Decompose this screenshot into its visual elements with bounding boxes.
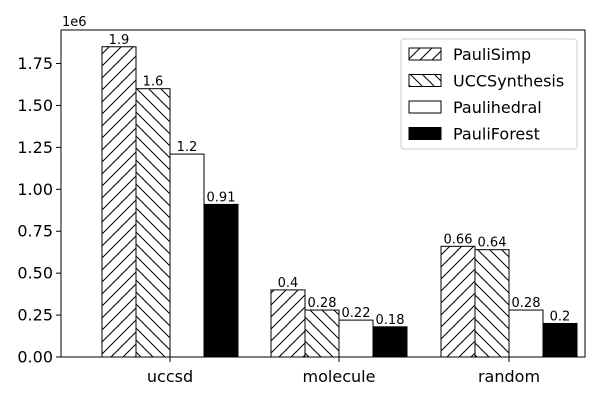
bar-uccsynthesis-molecule: [304, 309, 340, 358]
data-label-paulihedral-molecule: 0.22: [342, 306, 371, 321]
y-tick-label: 0.00: [17, 348, 53, 367]
legend-label-uccsynthesis: UCCSynthesis: [453, 72, 564, 91]
y-tick-label: 1.50: [17, 96, 53, 115]
data-labels-group: 1.9 1.6 1.2 0.91 0.4 0.28 0.22 0.18 0.66 0.64 0.28…: [109, 33, 571, 328]
data-label-uccsynthesis-molecule: 0.28: [308, 296, 337, 311]
bar-pauliforest-uccsd: [203, 203, 239, 358]
y-tick-label: 0.50: [17, 264, 53, 283]
bar-uccsynthesis-random: [474, 249, 510, 358]
data-label-paulihedral-random: 0.28: [512, 296, 541, 311]
data-label-uccsynthesis-random: 0.64: [478, 236, 507, 251]
data-label-paulisimp-molecule: 0.4: [278, 276, 299, 291]
data-label-paulisimp-uccsd: 1.9: [109, 33, 130, 48]
bar-uccsynthesis-uccsd: [135, 88, 171, 358]
y-tick-label: 0.75: [17, 222, 53, 241]
data-label-paulihedral-uccsd: 1.2: [177, 140, 198, 155]
data-label-pauliforest-random: 0.2: [550, 309, 571, 324]
legend-label-pauliforest: PauliForest: [453, 125, 540, 144]
legend-swatch-uccsynthesis: [408, 74, 442, 87]
bars-group: [101, 46, 578, 358]
data-label-pauliforest-uccsd: 0.91: [207, 190, 236, 205]
bar-paulisimp-molecule: [270, 289, 306, 358]
legend-label-paulisimp: PauliSimp: [453, 45, 531, 64]
x-axis: uccsd molecule random: [147, 357, 540, 386]
y-tick-label: 1.00: [17, 180, 53, 199]
legend-label-paulihedral: Paulihedral: [453, 98, 542, 117]
x-tick-label-uccsd: uccsd: [147, 367, 193, 386]
bar-paulisimp-random: [440, 245, 476, 358]
y-tick-label: 0.25: [17, 306, 53, 325]
data-label-pauliforest-molecule: 0.18: [376, 313, 405, 328]
y-tick-label: 1.75: [17, 54, 53, 73]
bar-pauliforest-molecule: [372, 326, 408, 358]
legend: PauliSimp UCCSynthesis Paulihedral PauliFor…: [400, 38, 578, 150]
legend-swatch-paulisimp: [408, 47, 442, 61]
plot-frame: [60, 29, 586, 358]
bar-paulihedral-random: [508, 309, 544, 358]
y-tick-label: 1.25: [17, 138, 53, 157]
x-tick-label-molecule: molecule: [303, 367, 376, 386]
legend-box: [400, 38, 578, 150]
legend-swatch-paulihedral: [408, 100, 442, 114]
bar-pauliforest-random: [542, 322, 578, 358]
bar-paulihedral-uccsd: [169, 153, 205, 358]
y-axis: 0.00 0.25 0.50 0.75 1.00 1.25 1.50 1.75: [17, 54, 61, 367]
y-axis-offset-label: 1e6: [62, 15, 87, 30]
x-tick-label-random: random: [478, 367, 540, 386]
bar-paulihedral-molecule: [338, 319, 374, 358]
legend-swatch-pauliforest: [408, 127, 442, 140]
bar-paulisimp-uccsd: [101, 46, 137, 358]
data-label-paulisimp-random: 0.66: [444, 232, 473, 247]
data-label-uccsynthesis-uccsd: 1.6: [143, 75, 164, 90]
